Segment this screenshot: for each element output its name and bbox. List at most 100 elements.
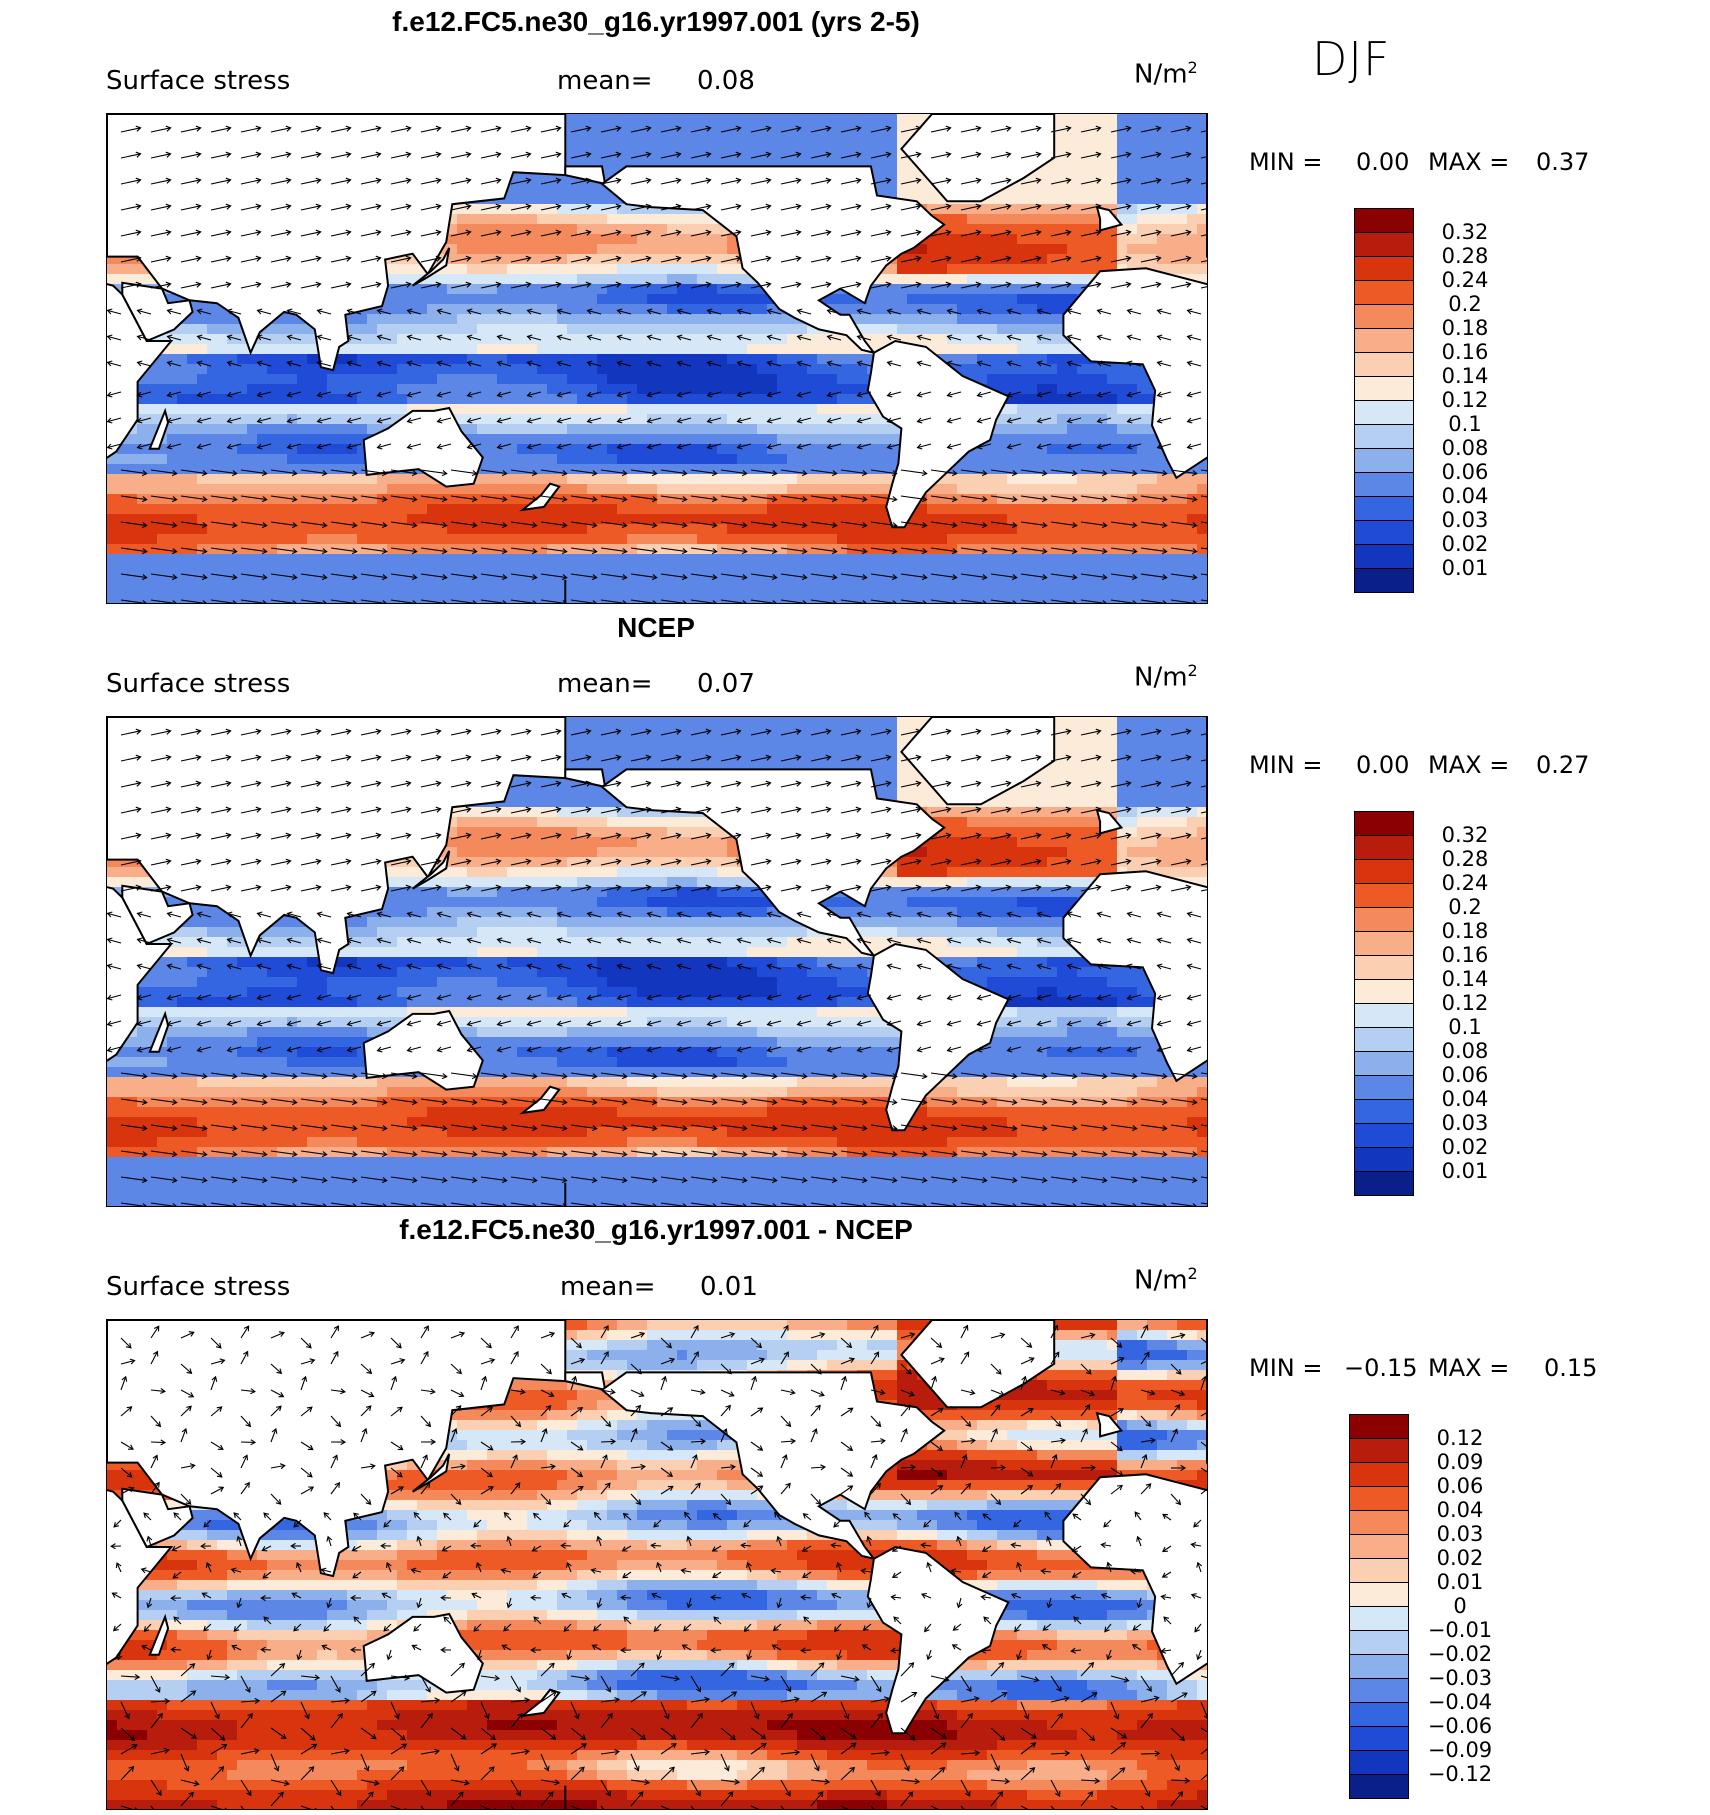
panel-1-variable: Surface stress — [106, 66, 290, 96]
colorbar-swatch — [1354, 1171, 1414, 1196]
colorbar-label: −0.04 — [1415, 1690, 1505, 1714]
panel-3-units: N/m2 — [1134, 1264, 1198, 1296]
colorbar-label: 0.08 — [1420, 436, 1510, 460]
colorbar-label: 0.16 — [1420, 943, 1510, 967]
colorbar-swatch — [1349, 1630, 1409, 1655]
panel-1-min-value: 0.00 — [1356, 148, 1409, 176]
colorbar-label: 0.28 — [1420, 244, 1510, 268]
colorbar-label: 0.09 — [1415, 1450, 1505, 1474]
colorbar-swatch — [1354, 424, 1414, 449]
colorbar-swatch — [1354, 1051, 1414, 1076]
panel-2-min-value: 0.00 — [1356, 751, 1409, 779]
colorbar-swatch — [1349, 1582, 1409, 1607]
panel-3-mean-value: 0.01 — [700, 1272, 758, 1302]
colorbar-swatch — [1354, 1123, 1414, 1148]
colorbar-label: 0.01 — [1420, 556, 1510, 580]
colorbar-label: 0.18 — [1420, 919, 1510, 943]
colorbar-label: −0.03 — [1415, 1666, 1505, 1690]
colorbar-label: 0.06 — [1415, 1474, 1505, 1498]
colorbar-swatch — [1354, 208, 1414, 233]
panel-1-mean-value: 0.08 — [697, 66, 755, 96]
colorbar-label: 0 — [1415, 1594, 1505, 1618]
colorbar-swatch — [1349, 1678, 1409, 1703]
colorbar-swatch — [1349, 1438, 1409, 1463]
colorbar-swatch — [1354, 400, 1414, 425]
panel-3-min-label: MIN = — [1249, 1354, 1322, 1382]
colorbar-label: 0.2 — [1420, 292, 1510, 316]
colorbar-swatch — [1349, 1774, 1409, 1799]
colorbar-swatch — [1354, 907, 1414, 932]
colorbar-label: −0.01 — [1415, 1618, 1505, 1642]
colorbar-swatch — [1354, 256, 1414, 281]
colorbar-label: 0.03 — [1420, 1111, 1510, 1135]
panel-1-max-value: 0.37 — [1536, 148, 1589, 176]
panel-3-mean-label: mean= — [560, 1272, 656, 1302]
colorbar-swatch — [1354, 1147, 1414, 1172]
panel-3-map — [106, 1319, 1208, 1810]
colorbar-swatch — [1354, 472, 1414, 497]
panel-2-max-value: 0.27 — [1536, 751, 1589, 779]
colorbar-label: −0.02 — [1415, 1642, 1505, 1666]
colorbar-swatch — [1354, 1027, 1414, 1052]
colorbar-swatch — [1349, 1750, 1409, 1775]
panel-2-mean-label: mean= — [557, 669, 653, 699]
colorbar-swatch — [1354, 232, 1414, 257]
panel-2-mean-value: 0.07 — [697, 669, 755, 699]
colorbar-label: 0.14 — [1420, 967, 1510, 991]
colorbar-swatch — [1354, 352, 1414, 377]
panel-2-title: NCEP — [106, 612, 1206, 644]
colorbar-label: 0.24 — [1420, 268, 1510, 292]
panel-2-variable: Surface stress — [106, 669, 290, 699]
colorbar-swatch — [1354, 496, 1414, 521]
colorbar-label: 0.12 — [1420, 991, 1510, 1015]
colorbar-label: 0.04 — [1420, 484, 1510, 508]
colorbar-label: 0.02 — [1420, 1135, 1510, 1159]
panel-1-max-label: MAX = — [1428, 148, 1509, 176]
colorbar-swatch — [1354, 931, 1414, 956]
colorbar-swatch — [1354, 883, 1414, 908]
colorbar-swatch — [1354, 376, 1414, 401]
colorbar-label: 0.04 — [1420, 1087, 1510, 1111]
colorbar-label: 0.01 — [1420, 1159, 1510, 1183]
colorbar-swatch — [1349, 1606, 1409, 1631]
colorbar-label: 0.01 — [1415, 1570, 1505, 1594]
colorbar-swatch — [1349, 1486, 1409, 1511]
panel-3-variable: Surface stress — [106, 1272, 290, 1302]
colorbar-swatch — [1354, 448, 1414, 473]
season-label: DJF — [1312, 32, 1390, 86]
colorbar-label: 0.2 — [1420, 895, 1510, 919]
colorbar-swatch — [1354, 811, 1414, 836]
colorbar-label: 0.03 — [1415, 1522, 1505, 1546]
colorbar-swatch — [1354, 1003, 1414, 1028]
panel-3-max-value: 0.15 — [1544, 1354, 1597, 1382]
colorbar-swatch — [1349, 1726, 1409, 1751]
panel-1-map — [106, 113, 1208, 604]
colorbar-label: 0.28 — [1420, 847, 1510, 871]
colorbar-label: 0.18 — [1420, 316, 1510, 340]
colorbar-label: 0.32 — [1420, 220, 1510, 244]
colorbar-label: 0.24 — [1420, 871, 1510, 895]
colorbar-swatch — [1349, 1534, 1409, 1559]
colorbar-swatch — [1354, 1099, 1414, 1124]
colorbar-label: 0.06 — [1420, 460, 1510, 484]
colorbar-swatch — [1354, 568, 1414, 593]
colorbar-label: 0.03 — [1420, 508, 1510, 532]
colorbar-swatch — [1354, 859, 1414, 884]
panel-2-units: N/m2 — [1134, 661, 1198, 693]
colorbar-swatch — [1354, 955, 1414, 980]
colorbar-label: −0.12 — [1415, 1762, 1505, 1786]
panel-2-max-label: MAX = — [1428, 751, 1509, 779]
colorbar-label: 0.02 — [1420, 532, 1510, 556]
panel-3-min-value: −0.15 — [1344, 1354, 1418, 1382]
colorbar-label: 0.16 — [1420, 340, 1510, 364]
panel-1-mean-label: mean= — [557, 66, 653, 96]
colorbar-swatch — [1349, 1702, 1409, 1727]
colorbar-label: 0.04 — [1415, 1498, 1505, 1522]
panel-3-max-label: MAX = — [1428, 1354, 1509, 1382]
colorbar-label: 0.08 — [1420, 1039, 1510, 1063]
colorbar-swatch — [1349, 1654, 1409, 1679]
panel-2-map — [106, 716, 1208, 1207]
colorbar-swatch — [1354, 520, 1414, 545]
stress-vectors — [107, 728, 1207, 1206]
colorbar-swatch — [1354, 979, 1414, 1004]
